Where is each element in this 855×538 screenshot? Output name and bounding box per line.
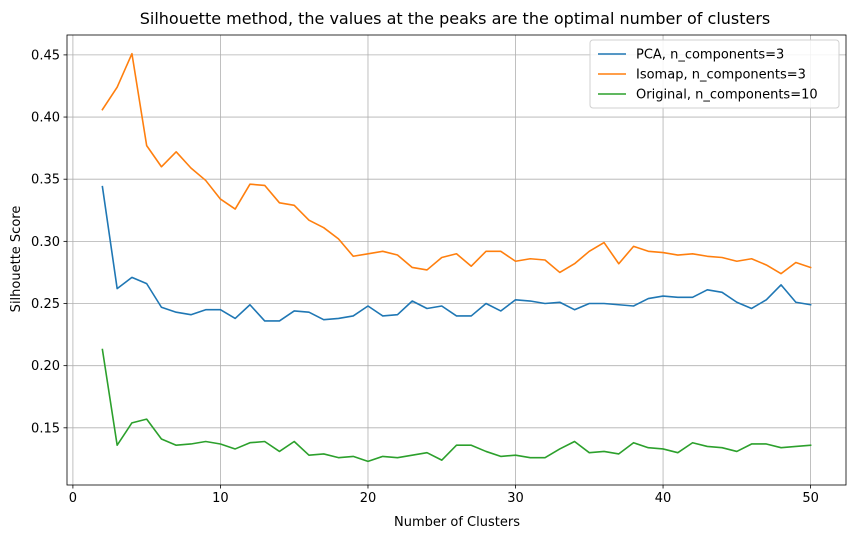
y-tick-label: 0.35 xyxy=(31,173,60,188)
series-lines xyxy=(101,52,812,463)
series-line-2 xyxy=(101,52,812,275)
x-tick-label: 0 xyxy=(69,491,77,506)
y-axis-title: Silhouette Score xyxy=(9,206,24,313)
y-tick-label: 0.25 xyxy=(31,297,60,312)
series-line-1 xyxy=(101,185,812,322)
y-tick-label: 0.40 xyxy=(31,111,60,126)
legend-box xyxy=(589,39,840,109)
x-axis-title: Number of Clusters xyxy=(394,515,520,530)
y-tick-label: 0.15 xyxy=(31,421,60,436)
x-tick-label: 30 xyxy=(507,491,524,506)
legend-label: PCA, n_components=3 xyxy=(636,48,784,63)
x-tick-label: 20 xyxy=(360,491,377,506)
y-tick-label: 0.30 xyxy=(31,235,60,250)
grid-lines xyxy=(67,35,846,485)
legend-label: Isomap, n_components=3 xyxy=(636,68,806,83)
axis-ticks: 0 10 20 30 40 50 0.15 0.20 0.25 0.30 0.35 0.40 0.45 xyxy=(31,48,819,506)
x-tick-label: 50 xyxy=(802,491,819,506)
plot-frame xyxy=(66,34,847,486)
x-tick-label: 10 xyxy=(212,491,229,506)
legend: PCA, n_components=3 Isomap, n_components=… xyxy=(589,39,840,109)
x-tick-label: 40 xyxy=(655,491,672,506)
y-tick-label: 0.45 xyxy=(31,48,60,63)
legend-label: Original, n_components=10 xyxy=(636,88,818,103)
y-tick-label: 0.20 xyxy=(31,359,60,374)
series-line-3 xyxy=(101,348,812,463)
chart-title: Silhouette method, the values at the pea… xyxy=(140,9,771,28)
